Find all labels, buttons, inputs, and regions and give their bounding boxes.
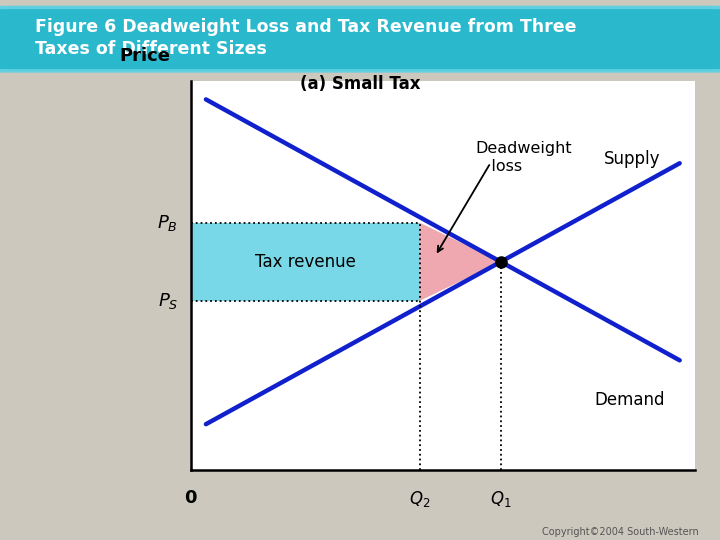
- Text: $P_S$: $P_S$: [158, 291, 179, 310]
- Text: Demand: Demand: [594, 391, 665, 409]
- Text: Tax revenue: Tax revenue: [255, 253, 356, 271]
- Text: 0: 0: [184, 489, 197, 507]
- Text: $Q_2$: $Q_2$: [410, 489, 431, 509]
- Text: $P_B$: $P_B$: [158, 213, 179, 233]
- Polygon shape: [191, 223, 420, 301]
- Text: Deadweight
   loss: Deadweight loss: [475, 141, 572, 174]
- Text: (a) Small Tax: (a) Small Tax: [300, 75, 420, 92]
- Text: Supply: Supply: [604, 150, 660, 168]
- Text: Price: Price: [120, 48, 171, 65]
- Text: $Q_1$: $Q_1$: [490, 489, 511, 509]
- Polygon shape: [420, 223, 501, 301]
- Text: Figure 6 Deadweight Loss and Tax Revenue from Three
Taxes of Different Sizes: Figure 6 Deadweight Loss and Tax Revenue…: [35, 18, 577, 58]
- Text: Copyright©2004 South-Western: Copyright©2004 South-Western: [541, 527, 698, 537]
- FancyBboxPatch shape: [0, 8, 720, 71]
